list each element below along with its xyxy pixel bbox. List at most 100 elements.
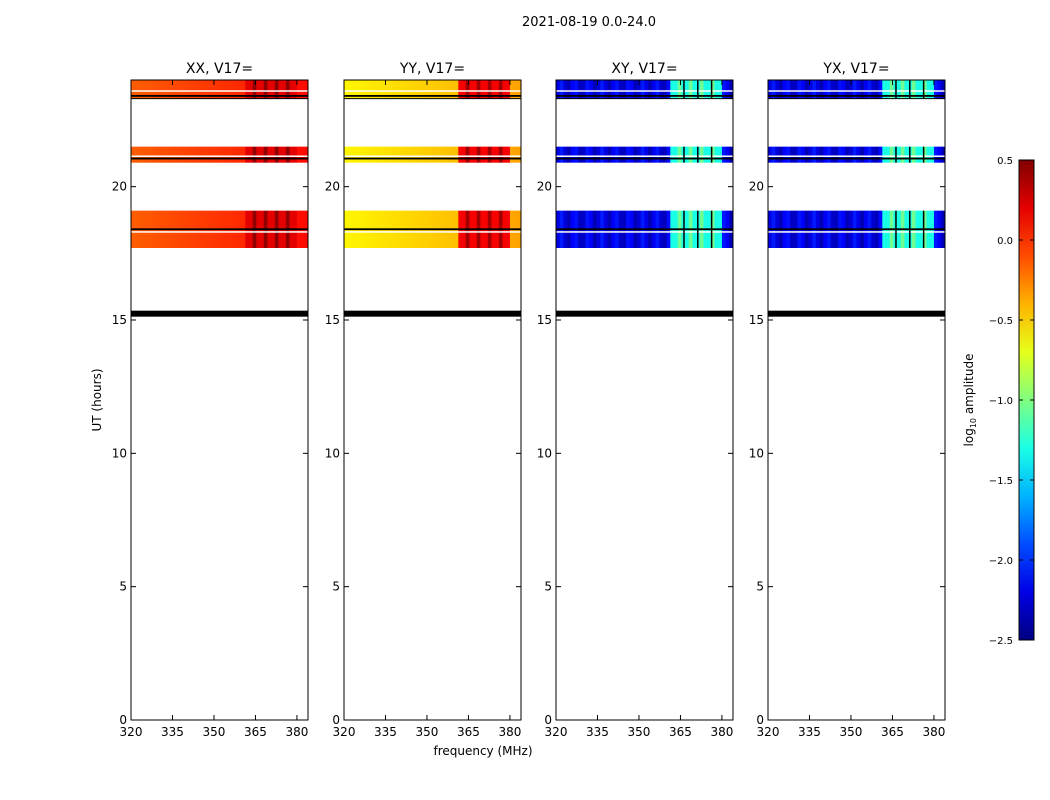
heatmap-cell <box>377 80 382 99</box>
heatmap-cell <box>662 146 668 163</box>
heatmap-cell <box>351 80 356 99</box>
heatmap-cell <box>454 80 459 99</box>
y-tick-label: 20 <box>749 180 764 194</box>
flag-channel <box>895 146 897 163</box>
heatmap-cell <box>775 146 780 163</box>
x-tick-label: 365 <box>669 725 692 739</box>
x-tick-label: 350 <box>840 725 863 739</box>
heatmap-cell <box>473 146 478 163</box>
heatmap-cell <box>164 146 169 163</box>
heatmap-cell <box>480 80 485 99</box>
flag-channel <box>710 80 713 99</box>
heatmap-cell <box>823 146 828 163</box>
panel-frame <box>767 79 946 721</box>
heatmap-cell <box>592 80 598 99</box>
heatmap-cell <box>911 146 917 163</box>
colorbar-tick-label: 0.5 <box>997 156 1013 167</box>
heatmap-cell <box>838 80 843 99</box>
heatmap-cell <box>603 146 609 163</box>
heatmap-cell <box>710 146 716 163</box>
heatmap-cell <box>498 80 504 99</box>
heatmap-cell <box>648 80 653 99</box>
heatmap-cell <box>388 80 393 99</box>
heatmap-cell <box>775 80 780 99</box>
heatmap-cell <box>285 80 291 99</box>
colorbar-tick-label: −0.5 <box>989 316 1013 327</box>
heatmap-cell <box>618 146 623 163</box>
heatmap-cell <box>484 146 489 163</box>
panel-4: YX, V17= 320 335 350 365 380 0 5 10 15 20 <box>749 61 946 739</box>
heatmap-cell <box>193 80 198 99</box>
y-tick-label: 0 <box>332 713 340 727</box>
heatmap-cell <box>703 146 708 163</box>
heatmap-cell <box>436 80 441 99</box>
heatmap-cell <box>768 146 773 163</box>
heatmap-cell <box>937 80 942 99</box>
x-tick-label: 350 <box>416 725 439 739</box>
heatmap-cell <box>629 80 635 99</box>
heatmap-cell <box>450 80 456 99</box>
heatmap-cell <box>618 80 623 99</box>
heatmap-cell <box>834 146 839 163</box>
heatmap-cell <box>252 146 257 163</box>
heatmap-cell <box>578 146 583 163</box>
heatmap-cell <box>845 146 850 163</box>
heatmap-cell <box>495 80 500 99</box>
heatmap-cell <box>930 80 935 99</box>
heatmap-cell <box>718 80 723 99</box>
heatmap-cell <box>351 146 356 163</box>
heatmap-cell <box>897 80 902 99</box>
panel-title: XY, V17= <box>611 61 677 77</box>
flag-channel <box>909 146 911 163</box>
heatmap-cell <box>406 146 411 163</box>
heatmap-cell <box>391 146 397 163</box>
heatmap-cell <box>666 146 671 163</box>
heatmap-cell <box>615 146 620 163</box>
x-tick-label: 365 <box>881 725 904 739</box>
y-tick-label: 20 <box>325 180 340 194</box>
heatmap-cell <box>845 80 850 99</box>
heatmap-cell <box>904 80 909 99</box>
flag-gap <box>768 155 945 157</box>
heatmap-cell <box>234 146 239 163</box>
heatmap-cell <box>856 80 861 99</box>
heatmap-cell <box>615 80 620 99</box>
heatmap-cell <box>725 80 730 99</box>
x-tick-label: 320 <box>120 725 143 739</box>
heatmap-cell <box>688 80 694 99</box>
heatmap-panels: XX, V17= 320 335 350 365 380 0 5 10 15 20 YY, V17= 3… <box>112 61 946 739</box>
heatmap-cell <box>145 146 151 163</box>
heatmap-cell <box>300 80 305 99</box>
heatmap-cell <box>450 146 456 163</box>
heatmap-cell <box>465 80 470 99</box>
heatmap-cell <box>819 80 824 99</box>
heatmap-cell <box>391 80 397 99</box>
heatmap-cell <box>358 146 364 163</box>
heatmap-cell <box>517 146 521 163</box>
heatmap-cell <box>190 146 195 163</box>
heatmap-cell <box>651 146 657 163</box>
heatmap-cell <box>366 80 371 99</box>
heatmap-cell <box>852 80 858 99</box>
heatmap-cell <box>782 80 788 99</box>
x-tick-label: 380 <box>710 725 733 739</box>
flag-gap <box>131 231 308 233</box>
heatmap-cell <box>465 146 470 163</box>
heatmap-cell <box>443 80 448 99</box>
heatmap-cell <box>167 80 173 99</box>
heatmap-cell <box>403 80 408 99</box>
flag-line <box>556 310 733 317</box>
flag-line <box>131 228 308 231</box>
heatmap-cell <box>138 146 143 163</box>
heatmap-cell <box>377 146 382 163</box>
heatmap-cell <box>889 146 894 163</box>
heatmap-cell <box>267 146 272 163</box>
heatmap-cell <box>358 80 364 99</box>
heatmap-cell <box>153 146 158 163</box>
flag-line <box>768 310 945 317</box>
flag-gap <box>556 90 733 92</box>
heatmap-cell <box>223 80 228 99</box>
heatmap-cell <box>710 80 716 99</box>
heatmap-cell <box>886 80 891 99</box>
heatmap-cell <box>201 146 206 163</box>
